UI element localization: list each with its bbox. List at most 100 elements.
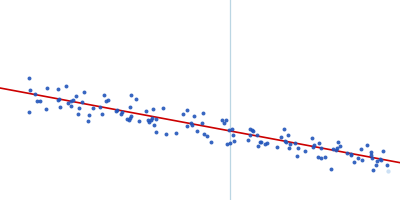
Point (70, 99, 76, 102)
Point (43, 108, 50, 111)
Point (368, 154, 374, 157)
Point (44, 86, 50, 90)
Point (199, 121, 206, 124)
Point (184, 124, 191, 127)
Point (34, 99, 40, 102)
Point (257, 141, 264, 144)
Point (149, 116, 156, 120)
Point (282, 139, 288, 142)
Point (254, 134, 261, 137)
Point (318, 156, 325, 160)
Point (32, 93, 38, 96)
Point (373, 163, 380, 167)
Point (292, 141, 298, 145)
Point (136, 119, 142, 122)
Point (101, 93, 107, 97)
Point (189, 123, 196, 126)
Point (200, 111, 206, 114)
Point (68, 104, 74, 108)
Point (153, 117, 159, 120)
Point (143, 110, 149, 113)
Point (363, 144, 370, 147)
Point (310, 145, 316, 148)
Point (358, 147, 364, 150)
Point (114, 109, 120, 112)
Point (227, 141, 234, 144)
Point (76, 107, 82, 110)
Point (65, 101, 71, 105)
Point (85, 119, 91, 122)
Point (74, 112, 81, 115)
Point (55, 99, 61, 102)
Point (281, 128, 288, 131)
Point (250, 129, 256, 132)
Point (348, 154, 355, 157)
Point (113, 110, 119, 113)
Point (118, 112, 124, 115)
Point (370, 168, 376, 172)
Point (278, 136, 284, 139)
Point (126, 116, 133, 119)
Point (344, 151, 350, 154)
Point (68, 100, 74, 103)
Point (208, 140, 215, 144)
Point (302, 149, 308, 152)
Point (126, 119, 132, 122)
Point (294, 155, 300, 158)
Point (328, 167, 334, 170)
Point (333, 148, 339, 151)
Point (150, 107, 156, 110)
Point (191, 115, 197, 118)
Point (335, 141, 341, 144)
Point (330, 147, 336, 150)
Point (231, 139, 238, 142)
Point (309, 137, 315, 140)
Point (348, 152, 354, 156)
Point (55, 87, 61, 90)
Point (385, 169, 391, 173)
Point (63, 84, 70, 87)
Point (315, 155, 321, 159)
Point (163, 133, 170, 136)
Point (57, 105, 63, 108)
Point (384, 164, 390, 167)
Point (230, 134, 236, 137)
Point (220, 121, 227, 124)
Point (73, 95, 79, 98)
Point (151, 124, 157, 127)
Point (334, 146, 340, 150)
Point (318, 146, 325, 149)
Point (380, 149, 386, 152)
Point (311, 143, 317, 146)
Point (99, 112, 105, 115)
Point (90, 107, 96, 110)
Point (368, 157, 375, 160)
Point (286, 142, 293, 145)
Point (226, 129, 232, 132)
Point (201, 132, 207, 136)
Point (204, 134, 211, 137)
Point (224, 142, 230, 145)
Point (152, 130, 159, 133)
Point (262, 143, 268, 146)
Point (264, 141, 270, 145)
Point (37, 99, 43, 102)
Point (378, 158, 384, 161)
Point (146, 120, 152, 123)
Point (286, 146, 292, 149)
Point (355, 156, 361, 160)
Point (254, 144, 261, 147)
Point (27, 89, 34, 92)
Point (358, 158, 365, 161)
Point (194, 129, 201, 132)
Point (133, 98, 140, 101)
Point (127, 106, 133, 109)
Point (337, 145, 343, 148)
Point (315, 141, 322, 144)
Point (188, 122, 194, 125)
Point (105, 98, 112, 102)
Point (256, 141, 263, 144)
Point (183, 108, 190, 111)
Point (128, 93, 134, 97)
Point (377, 157, 383, 161)
